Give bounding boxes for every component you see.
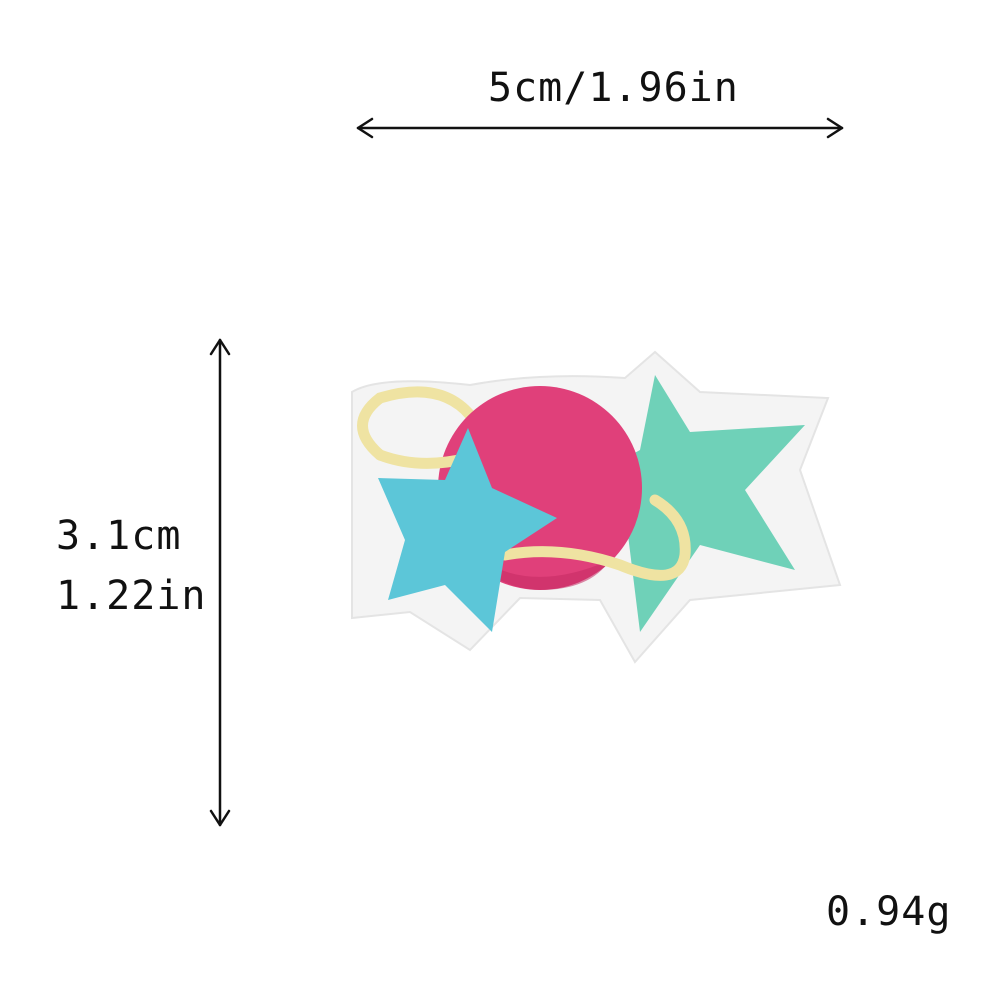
patch-image	[351, 350, 842, 664]
height-arrow-icon	[209, 338, 231, 827]
width-label: 5cm/1.96in	[488, 65, 739, 111]
height-cm-label: 3.1cm	[56, 513, 182, 559]
height-in-label: 1.22in	[56, 573, 207, 619]
right-star	[570, 375, 805, 632]
left-star	[378, 428, 557, 632]
ring-back	[357, 386, 476, 461]
weight-label: 0.94g	[826, 889, 952, 935]
width-arrow-icon	[356, 117, 844, 139]
